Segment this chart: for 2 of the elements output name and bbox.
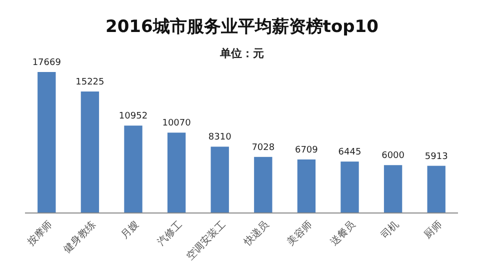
title: 2016城市服务业平均薪资榜top10	[106, 17, 378, 37]
subtitle: 单位：元	[220, 47, 264, 60]
